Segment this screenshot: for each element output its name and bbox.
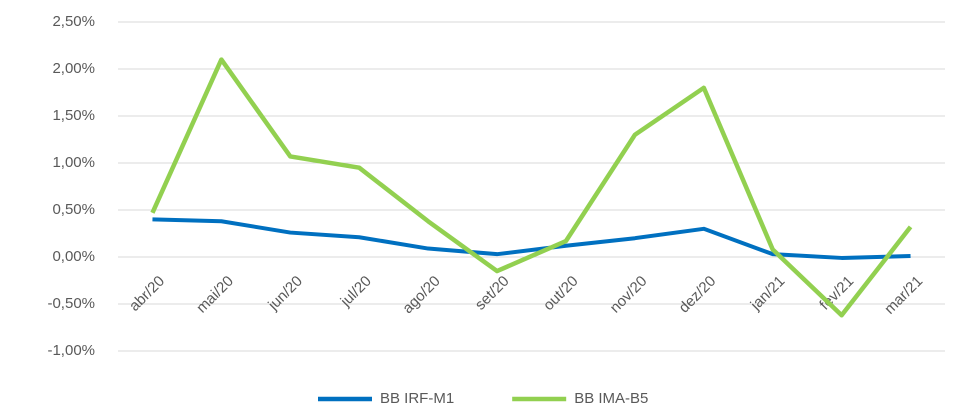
y-tick-label: 0,50% bbox=[52, 201, 95, 218]
series-line bbox=[150, 57, 913, 318]
y-tick-label: 1,50% bbox=[52, 107, 95, 124]
legend-label: BB IMA-B5 bbox=[574, 390, 648, 407]
x-tick-label: mai/20 bbox=[193, 273, 237, 317]
x-tick-label: mar/21 bbox=[881, 273, 926, 318]
y-tick-label: 2,50% bbox=[52, 13, 95, 30]
y-tick-label: -1,00% bbox=[47, 342, 95, 359]
y-tick-label: 0,00% bbox=[52, 248, 95, 265]
x-tick-label: nov/20 bbox=[607, 273, 651, 317]
x-tick-label: jan/21 bbox=[747, 273, 789, 315]
x-tick-label: ago/20 bbox=[399, 273, 443, 317]
series-line bbox=[152, 217, 911, 260]
y-tick-label: -0,50% bbox=[47, 295, 95, 312]
x-tick-label: abr/20 bbox=[126, 273, 168, 315]
x-tick-label: dez/20 bbox=[676, 273, 720, 317]
x-tick-label: out/20 bbox=[540, 273, 582, 315]
legend-label: BB IRF-M1 bbox=[380, 390, 454, 407]
y-tick-label: 1,00% bbox=[52, 154, 95, 171]
x-tick-label: jul/20 bbox=[337, 273, 375, 311]
x-tick-label: set/20 bbox=[472, 273, 513, 314]
x-tick-label: jun/20 bbox=[264, 273, 306, 315]
y-tick-label: 2,00% bbox=[52, 60, 95, 77]
x-tick-label: fev/21 bbox=[816, 273, 857, 314]
